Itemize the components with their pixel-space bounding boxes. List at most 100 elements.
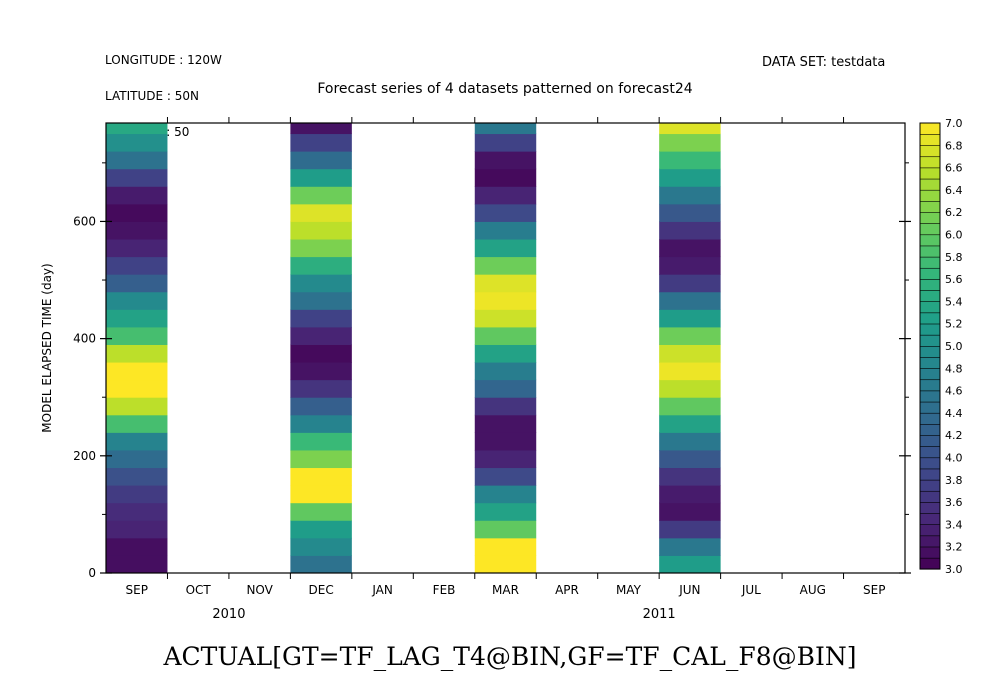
heatmap-cell — [290, 485, 352, 504]
heatmap-cell — [659, 133, 721, 152]
colorbar-tick-label: 5.2 — [945, 318, 963, 331]
colorbar-swatch — [919, 535, 941, 548]
heatmap-cell — [474, 221, 537, 240]
heatmap-cell — [659, 379, 721, 398]
colorbar-swatch — [919, 200, 941, 213]
colorbar-tick-label: 3.0 — [945, 563, 963, 576]
heatmap-cell — [659, 467, 721, 486]
x-tick-label: SEP — [863, 583, 885, 597]
heatmap-cell — [290, 123, 352, 135]
heatmap-cell — [106, 133, 168, 152]
heatmap-cell — [659, 256, 721, 275]
heatmap-cell — [474, 344, 537, 363]
colorbar-swatch — [919, 145, 941, 158]
colorbar-tick-label: 6.8 — [945, 139, 963, 152]
heatmap-cell — [290, 291, 352, 310]
heatmap-cell — [474, 133, 537, 152]
x-tick-label: SEP — [126, 583, 148, 597]
colorbar-swatch — [919, 512, 941, 525]
colorbar-swatch — [919, 524, 941, 537]
heatmap-cell — [290, 537, 352, 556]
heatmap-cell — [290, 555, 352, 574]
heatmap-cell — [106, 326, 168, 345]
heatmap-cell — [106, 309, 168, 328]
heatmap-cell — [106, 203, 168, 222]
colorbar-swatch — [919, 412, 941, 425]
heatmap-cell — [290, 203, 352, 222]
heatmap-cell — [290, 432, 352, 451]
colorbar-tick-label: 3.2 — [945, 541, 963, 554]
heatmap-cell — [290, 362, 352, 381]
heatmap-cell — [290, 502, 352, 521]
colorbar-tick-label: 5.8 — [945, 251, 963, 264]
colorbar-swatch — [919, 334, 941, 347]
colorbar-tick-label: 4.2 — [945, 429, 963, 442]
x-tick-label: JAN — [371, 583, 393, 597]
heatmap-cell — [290, 309, 352, 328]
heatmap-cell — [659, 239, 721, 258]
heatmap-cell — [659, 326, 721, 345]
colorbar-swatch — [919, 245, 941, 258]
y-axis-label: MODEL ELAPSED TIME (day) — [40, 263, 54, 432]
colorbar-tick-label: 3.6 — [945, 496, 963, 509]
colorbar-swatch — [919, 256, 941, 269]
heatmap-cell — [659, 291, 721, 310]
latitude-label: LATITUDE : 50N — [105, 89, 199, 103]
colorbar-tick-label: 6.2 — [945, 206, 963, 219]
heatmap-cell — [474, 555, 537, 574]
heatmap-cell — [659, 203, 721, 222]
heatmap-cell — [659, 397, 721, 416]
y-tick-label: 200 — [73, 449, 96, 463]
heatmap-cell — [106, 449, 168, 469]
year-label: 2010 — [212, 607, 245, 622]
heatmap-cell — [106, 537, 168, 556]
colorbar-tick-label: 7.0 — [945, 117, 963, 130]
colorbar-swatch — [919, 301, 941, 314]
colorbar-swatch — [919, 267, 941, 280]
heatmap-cell — [106, 221, 168, 240]
colorbar-swatch — [919, 211, 941, 224]
heatmap-cell — [474, 309, 537, 328]
colorbar-swatch — [919, 479, 941, 492]
x-tick-label: OCT — [186, 583, 212, 597]
x-tick-label: DEC — [309, 583, 334, 597]
heatmap-cell — [290, 133, 352, 152]
heatmap-cell — [106, 485, 168, 504]
y-tick-label: 0 — [88, 566, 96, 580]
heatmap-cell — [659, 485, 721, 504]
heatmap-cell — [290, 239, 352, 258]
colorbar-swatch — [919, 312, 941, 325]
colorbar-tick-label: 4.4 — [945, 407, 963, 420]
heatmap-cell — [659, 537, 721, 556]
heatmap-cell — [474, 537, 537, 556]
heatmap-cell — [290, 274, 352, 293]
heatmap-cell — [474, 151, 537, 170]
x-tick-label: AUG — [800, 583, 826, 597]
heatmap-cell — [659, 274, 721, 293]
axes: 0 200 400 600 SEP OCT NOV DEC JAN FEB MAR APR MAY JUN… — [73, 117, 911, 622]
heatmap-cell — [290, 520, 352, 539]
colorbar-swatch — [919, 356, 941, 369]
heatmap-cell — [106, 239, 168, 258]
heatmap-cell — [290, 151, 352, 170]
heatmap-cell — [474, 397, 537, 416]
heatmap-cell — [106, 362, 168, 381]
colorbar-tick-label: 4.6 — [945, 385, 963, 398]
colorbar-swatch — [919, 457, 941, 470]
heatmap-cell — [659, 502, 721, 521]
heatmap-cell — [659, 123, 721, 135]
y-tick-label: 600 — [73, 214, 96, 228]
colorbar-swatch — [919, 234, 941, 247]
heatmap-cell — [474, 520, 537, 539]
heatmap-cell — [106, 502, 168, 521]
x-tick-label: JUN — [678, 583, 700, 597]
colorbar-swatch — [919, 401, 941, 414]
heatmap-cell — [106, 256, 168, 275]
heatmap-cell — [474, 168, 537, 187]
heatmap-cell — [659, 309, 721, 328]
heatmap-cell — [474, 379, 537, 398]
colorbar-swatch — [919, 434, 941, 447]
longitude-label: LONGITUDE : 120W — [105, 53, 222, 67]
colorbar-swatch — [919, 446, 941, 459]
heatmap-cell — [290, 379, 352, 398]
